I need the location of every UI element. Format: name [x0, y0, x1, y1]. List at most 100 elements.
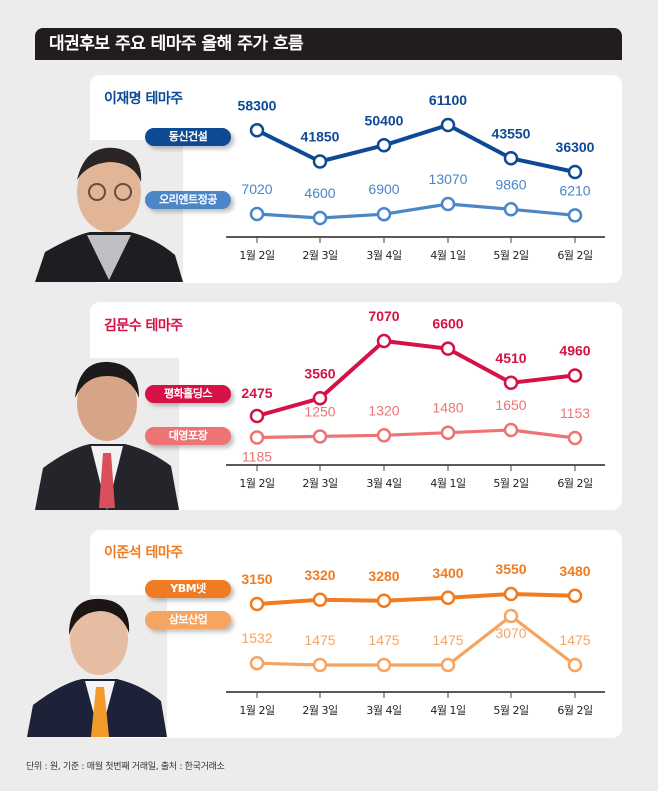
- candidate-photo: [35, 140, 183, 282]
- data-label: 50400: [365, 112, 404, 128]
- data-label: 1153: [560, 405, 590, 421]
- x-tick-label: 2월 3일: [302, 248, 338, 262]
- data-label: 4960: [559, 342, 590, 358]
- data-point: [376, 428, 392, 443]
- data-point: [312, 154, 328, 169]
- data-label: 1475: [368, 632, 399, 648]
- series-line: [256, 202, 576, 220]
- footer-note: 단위 : 원, 기준 : 매월 첫번째 거래일, 출처 : 한국거래소: [26, 762, 225, 772]
- data-label: 3560: [304, 365, 335, 381]
- data-label: 1480: [432, 400, 463, 416]
- data-point: [567, 208, 583, 223]
- data-point: [312, 657, 328, 673]
- data-label: 3480: [559, 563, 590, 579]
- data-point: [503, 608, 519, 624]
- data-label: 1475: [559, 632, 590, 648]
- data-label: 4600: [304, 185, 335, 201]
- data-point: [249, 408, 265, 424]
- series-badge-pyeonghwa: 평화홀딩스: [145, 385, 231, 403]
- data-point: [503, 586, 519, 602]
- data-point: [440, 590, 456, 605]
- x-tick-label: 5월 2일: [493, 703, 529, 717]
- x-tick-label: 1월 2일: [239, 703, 275, 717]
- data-label: 1250: [304, 403, 335, 419]
- data-label: 1532: [241, 630, 272, 646]
- data-point: [376, 333, 392, 349]
- data-point: [567, 164, 583, 180]
- data-label: 3280: [368, 568, 399, 584]
- data-label: 3070: [495, 625, 526, 641]
- data-point: [376, 657, 392, 673]
- series-badge-dongsin: 동신건설: [145, 128, 231, 146]
- x-tick-label: 4월 1일: [430, 248, 466, 262]
- series-line: [256, 123, 576, 174]
- x-tick-label: 4월 1일: [430, 476, 466, 490]
- data-label: 1475: [304, 632, 335, 648]
- data-point: [503, 151, 519, 166]
- data-label: 7070: [368, 308, 399, 324]
- data-label: 61100: [429, 92, 467, 108]
- x-tick-label: 3월 4일: [366, 703, 402, 717]
- data-point: [376, 593, 392, 608]
- series-line: [256, 428, 576, 440]
- data-point: [376, 138, 392, 153]
- x-tick-label: 5월 2일: [493, 476, 529, 490]
- data-point: [249, 596, 265, 612]
- x-tick-label: 3월 4일: [366, 476, 402, 490]
- data-point: [249, 123, 265, 138]
- panel-title: 김문수 테마주: [104, 318, 183, 334]
- panel-title: 이재명 테마주: [104, 91, 183, 107]
- series-line: [256, 614, 576, 667]
- data-label: 6600: [432, 316, 463, 332]
- data-point: [249, 206, 265, 222]
- data-label: 13070: [429, 171, 468, 187]
- data-point: [312, 592, 328, 607]
- data-label: 9860: [495, 176, 526, 192]
- series-badge-sambo: 삼보산업: [145, 611, 231, 629]
- data-point: [440, 657, 456, 673]
- x-tick-label: 1월 2일: [239, 248, 275, 262]
- data-point: [567, 588, 583, 603]
- series-line: [256, 592, 576, 606]
- data-point: [376, 206, 392, 222]
- data-point: [249, 655, 265, 671]
- data-label: 1650: [495, 397, 526, 413]
- infographic-title: 대권후보 주요 테마주 올해 주가 흐름: [35, 28, 622, 60]
- series-badge-daeyoung: 대영포장: [145, 427, 231, 445]
- series-line: [256, 339, 576, 418]
- x-tick-label: 2월 3일: [302, 703, 338, 717]
- data-label: 3400: [432, 565, 463, 581]
- data-point: [440, 117, 456, 133]
- data-label: 6210: [559, 182, 590, 198]
- data-point: [503, 375, 519, 391]
- data-label: 58300: [238, 97, 277, 113]
- x-tick-label: 2월 3일: [302, 476, 338, 490]
- data-point: [312, 210, 328, 226]
- data-label: 1320: [368, 402, 399, 418]
- data-point: [312, 391, 328, 406]
- data-label: 41850: [301, 128, 340, 144]
- series-badge-orient: 오리엔트정공: [145, 191, 231, 209]
- data-point: [567, 657, 583, 673]
- x-tick-label: 3월 4일: [366, 248, 402, 262]
- data-label: 7020: [241, 181, 272, 197]
- data-label: 36300: [556, 139, 595, 155]
- data-label: 43550: [492, 125, 531, 141]
- data-point: [503, 202, 519, 217]
- series-badge-ybm: YBM넷: [145, 580, 231, 598]
- data-point: [249, 430, 265, 445]
- x-tick-label: 5월 2일: [493, 248, 529, 262]
- x-tick-label: 1월 2일: [239, 476, 275, 490]
- x-tick-label: 6월 2일: [557, 476, 593, 490]
- data-label: 6900: [368, 181, 399, 197]
- data-point: [312, 429, 328, 444]
- data-point: [567, 368, 583, 383]
- data-label: 3550: [495, 561, 526, 577]
- x-tick-label: 4월 1일: [430, 703, 466, 717]
- panel-title: 이준석 테마주: [104, 545, 183, 561]
- x-tick-label: 6월 2일: [557, 703, 593, 717]
- data-point: [440, 425, 456, 440]
- data-label: 1475: [432, 632, 463, 648]
- data-point: [440, 341, 456, 356]
